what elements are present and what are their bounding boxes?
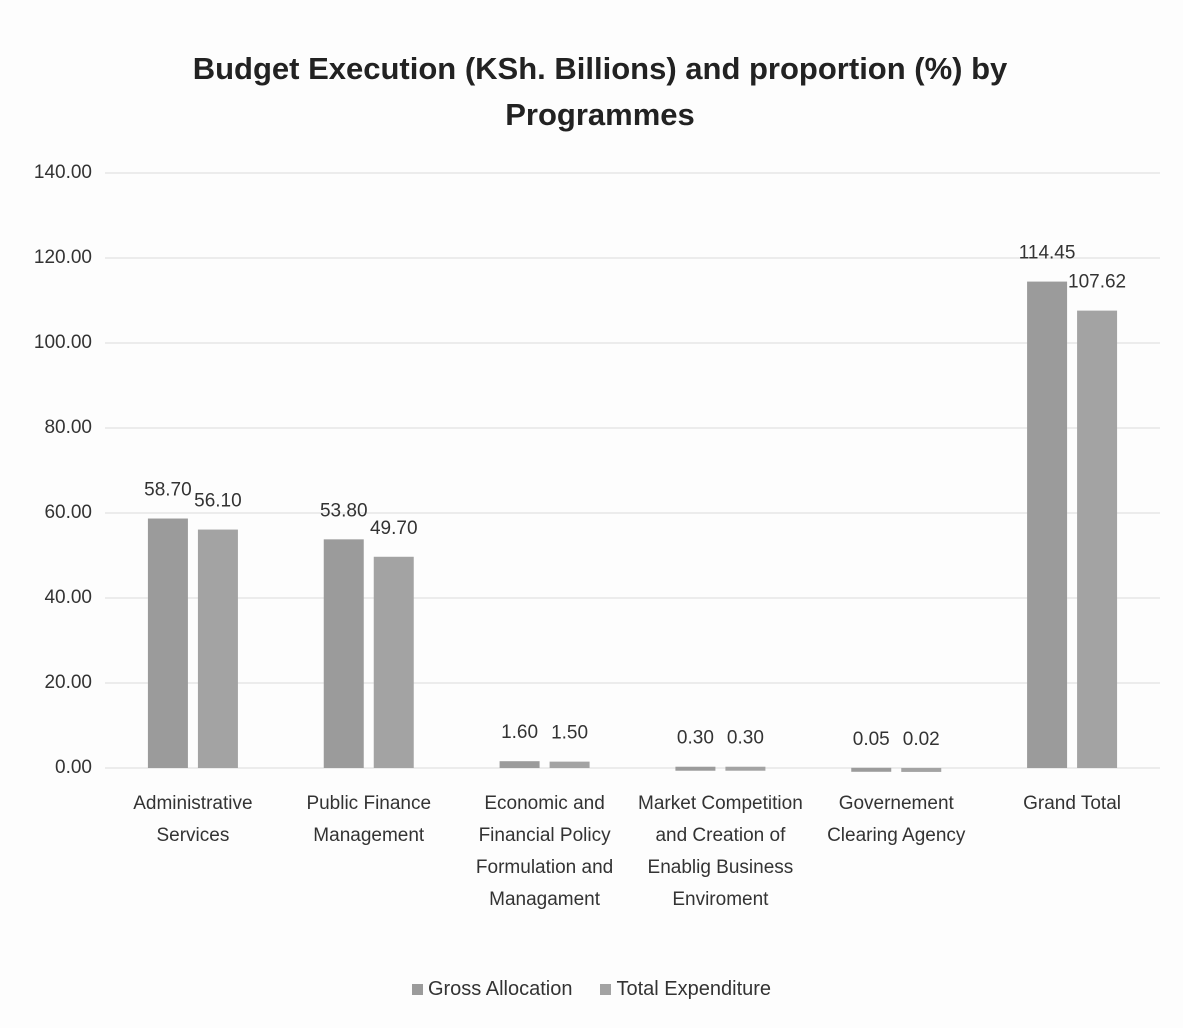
bar xyxy=(197,529,238,768)
y-tick-label: 0.00 xyxy=(55,757,92,778)
bar xyxy=(901,767,942,772)
value-label: 114.45 xyxy=(1019,243,1076,264)
value-label: 49.70 xyxy=(370,518,418,539)
value-label: 56.10 xyxy=(194,491,242,512)
bar xyxy=(549,761,590,768)
bar xyxy=(323,539,364,768)
bar xyxy=(499,761,540,768)
y-tick-label: 120.00 xyxy=(34,247,92,268)
legend-item: Total Expenditure xyxy=(600,978,771,1001)
bar xyxy=(1077,310,1118,768)
value-label: 0.30 xyxy=(677,728,714,749)
legend-item: Gross Allocation xyxy=(411,978,573,1001)
value-label: 107.62 xyxy=(1068,272,1126,293)
y-tick-label: 60.00 xyxy=(44,502,92,523)
y-tick-label: 100.00 xyxy=(34,332,92,353)
value-label: 1.50 xyxy=(551,723,588,744)
legend-swatch xyxy=(600,984,612,995)
y-tick-label: 20.00 xyxy=(44,672,92,693)
y-tick-label: 80.00 xyxy=(44,417,92,438)
bar xyxy=(1027,281,1068,768)
legend-label: Gross Allocation xyxy=(427,978,573,1000)
bar xyxy=(373,556,414,768)
x-tick-label: Economic and Financial Policy Formulatio… xyxy=(475,793,614,910)
bar xyxy=(725,766,766,771)
legend-swatch xyxy=(411,984,423,995)
legend-label: Total Expenditure xyxy=(616,978,772,1000)
value-label: 58.70 xyxy=(144,480,192,501)
bar xyxy=(147,518,188,768)
value-label: 0.05 xyxy=(853,729,890,750)
value-label: 0.30 xyxy=(727,728,764,749)
value-label: 1.60 xyxy=(501,722,538,743)
bar xyxy=(675,766,716,771)
y-tick-label: 40.00 xyxy=(44,587,92,608)
chart-title: Budget Execution (KSh. Billions) and pro… xyxy=(192,51,1008,132)
bar xyxy=(851,767,892,772)
x-tick-label: Grand Total xyxy=(1023,793,1122,814)
x-tick-label: Administrative Services xyxy=(133,793,253,846)
value-label: 53.80 xyxy=(320,500,368,521)
legend: Gross Allocation Total Expenditure xyxy=(0,978,1183,1001)
x-tick-label: Market Competition and Creation of Enabl… xyxy=(638,793,803,910)
y-tick-label: 140.00 xyxy=(34,162,92,183)
value-label: 0.02 xyxy=(903,729,940,750)
x-tick-label: Public Finance Management xyxy=(306,793,432,846)
x-tick-label: Governement Clearing Agency xyxy=(827,793,966,846)
